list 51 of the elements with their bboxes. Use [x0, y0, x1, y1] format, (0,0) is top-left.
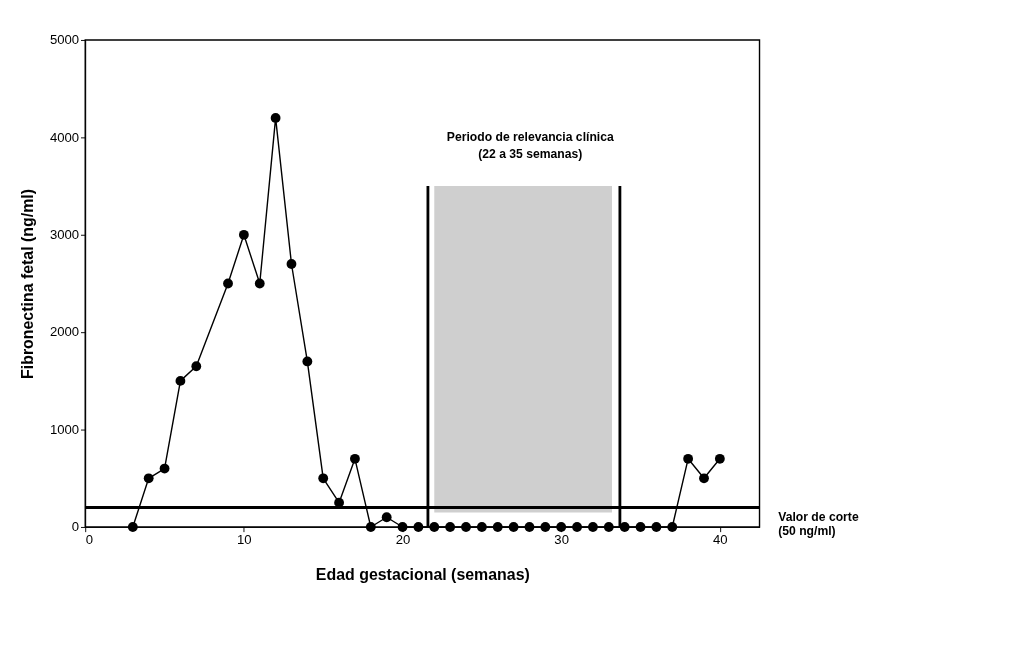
point	[365, 522, 376, 532]
y-tick-label: 4000	[49, 129, 80, 145]
point	[651, 522, 662, 532]
point	[175, 375, 186, 386]
point	[445, 522, 456, 532]
point	[588, 522, 598, 532]
point	[254, 278, 265, 289]
point	[159, 463, 170, 474]
x-tick-label: 10	[237, 532, 252, 548]
y-tick-label: 3000	[49, 227, 80, 243]
y-axis-title: Fibronectina fetal (ng/ml)	[19, 188, 37, 379]
point	[397, 522, 408, 532]
point	[603, 522, 614, 532]
point	[223, 278, 233, 289]
x-tick-label: 20	[395, 532, 411, 548]
point	[556, 522, 567, 532]
point	[127, 522, 138, 532]
point	[270, 113, 281, 123]
annotation: Periodo de relevancia clínica (22 a 35 semanas)	[446, 130, 614, 161]
point	[619, 522, 630, 532]
ref-line-label: Valor de corte (50 ng/ml)	[778, 509, 859, 538]
point	[572, 522, 582, 532]
point	[635, 522, 646, 532]
point	[286, 259, 297, 269]
x-tick-label: 0	[85, 532, 93, 548]
point	[508, 522, 519, 532]
point	[540, 522, 551, 532]
y-tick-label: 2000	[49, 324, 80, 340]
point	[699, 473, 709, 484]
point	[476, 522, 487, 532]
point	[191, 361, 202, 372]
y-tick-label: 1000	[49, 421, 80, 437]
y-tick-label: 0	[71, 519, 80, 535]
point	[143, 473, 154, 484]
point	[714, 453, 725, 464]
x-axis-title: Edad gestacional (semanas)	[315, 565, 530, 583]
point	[302, 356, 313, 367]
point	[381, 512, 392, 523]
point	[238, 229, 249, 240]
x-tick-label: 40	[713, 532, 728, 548]
y-tick-label: 5000	[49, 32, 80, 48]
point	[524, 522, 535, 532]
point	[667, 522, 678, 532]
point	[350, 453, 360, 464]
point	[318, 473, 329, 484]
point	[492, 522, 503, 532]
point	[429, 522, 440, 532]
point	[461, 522, 471, 532]
x-tick-label: 30	[554, 532, 569, 548]
point	[413, 522, 424, 532]
point	[683, 453, 694, 464]
